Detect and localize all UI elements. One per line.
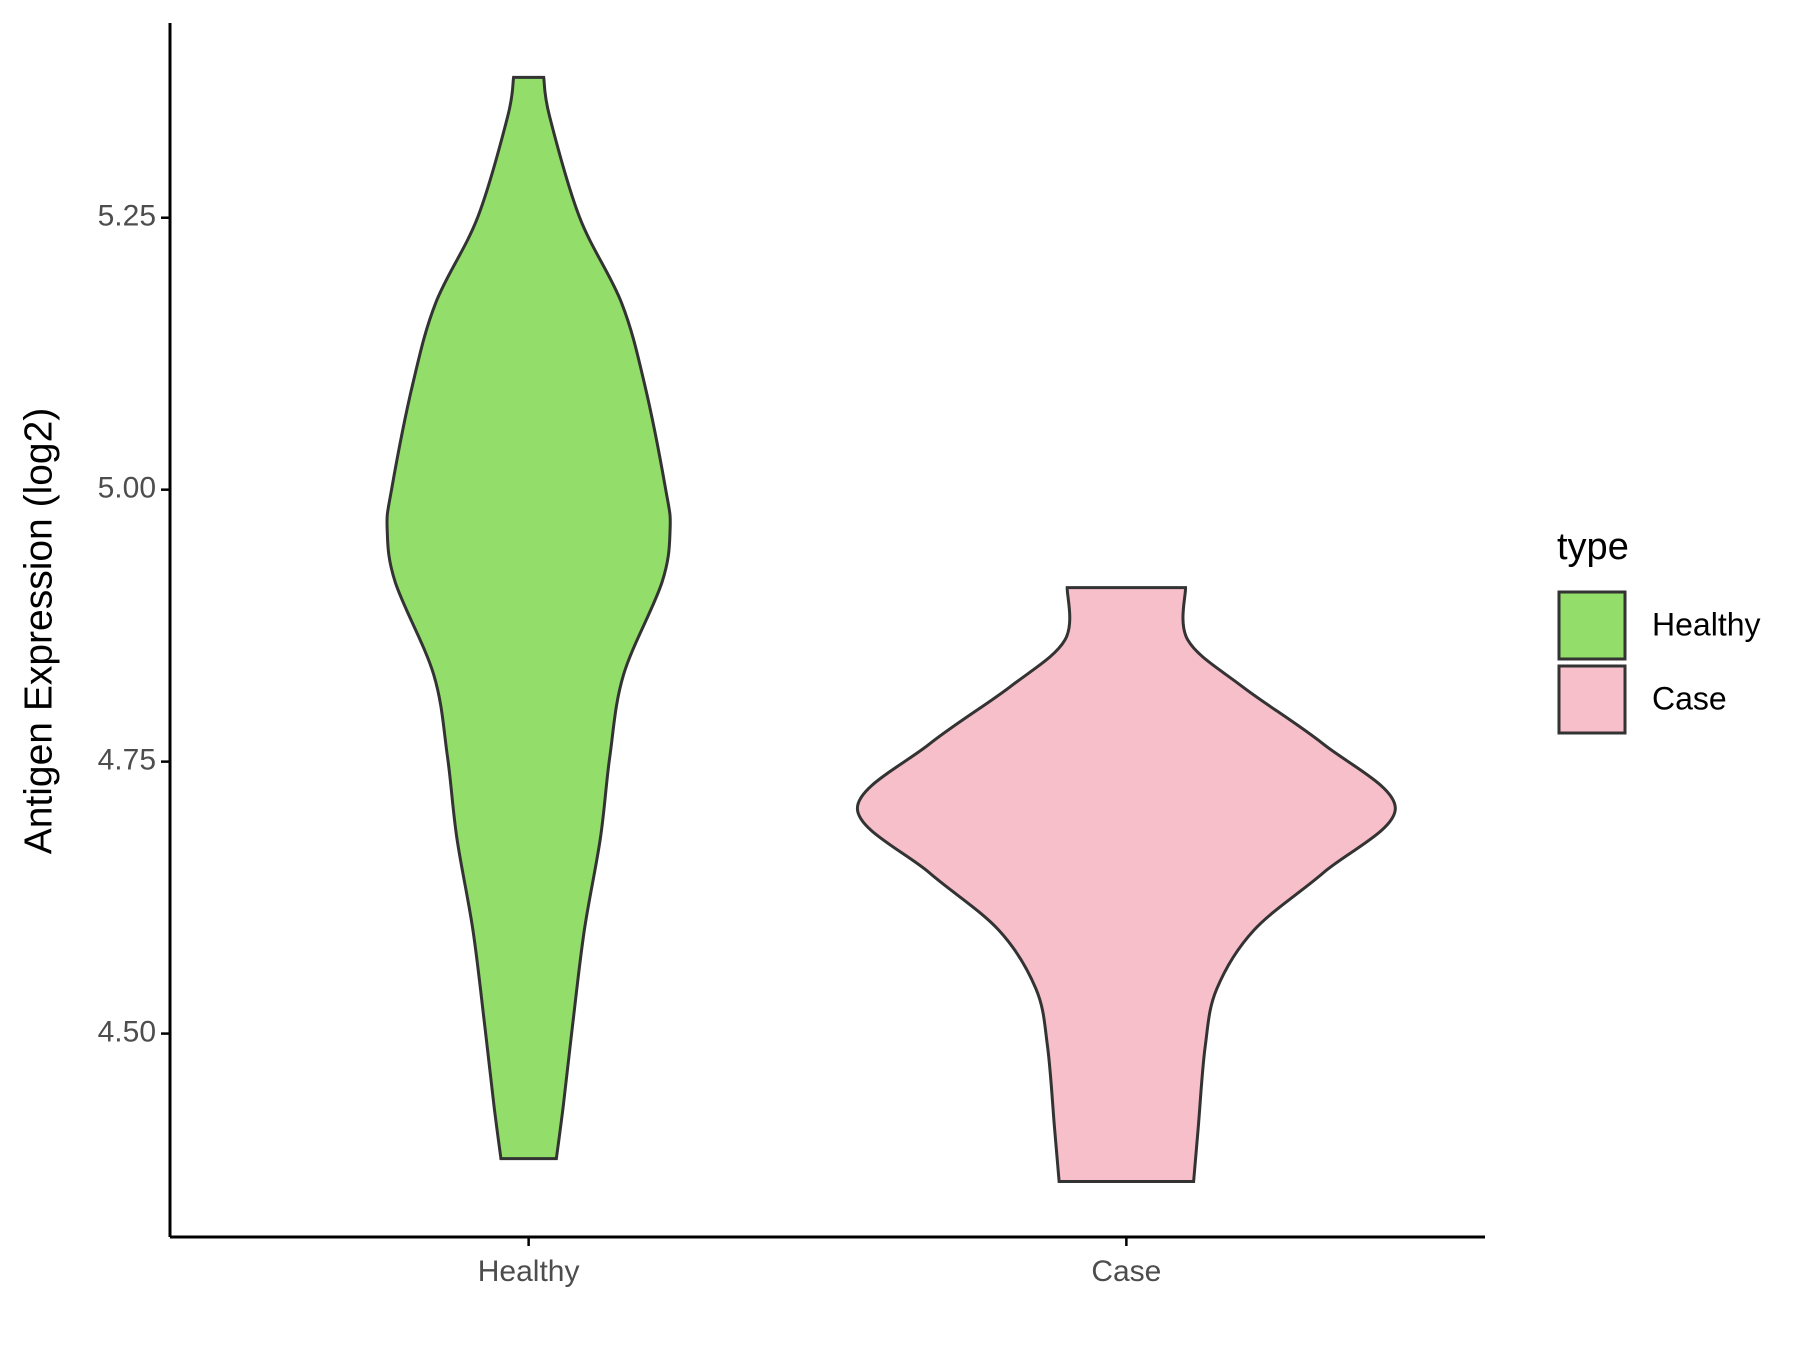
y-tick-label: 4.75 [98, 744, 156, 777]
y-tick-label: 5.00 [98, 472, 156, 505]
violin [385, 75, 672, 1161]
legend-label: Healthy [1652, 606, 1761, 642]
violin [855, 586, 1397, 1184]
y-tick-label: 5.25 [98, 200, 156, 233]
x-tick-label: Healthy [478, 1255, 580, 1288]
y-axis-title: Antigen Expression (log2) [17, 408, 60, 855]
legend-title: type [1557, 526, 1629, 568]
legend-label: Case [1652, 680, 1727, 716]
legend-key [1557, 664, 1627, 735]
legend-key [1557, 590, 1627, 661]
x-tick-label: Case [1091, 1255, 1161, 1288]
y-tick-label: 4.50 [98, 1016, 156, 1049]
